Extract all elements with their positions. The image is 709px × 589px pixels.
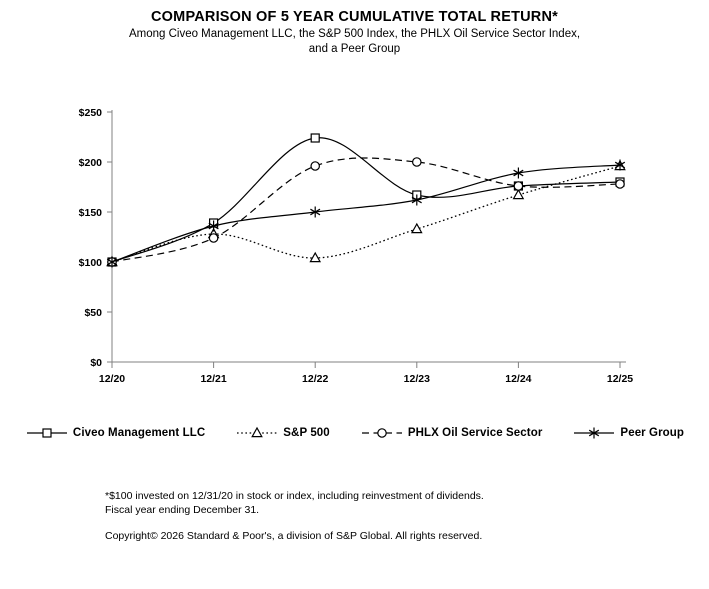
page-title: COMPARISON OF 5 YEAR CUMULATIVE TOTAL RE…: [151, 9, 558, 25]
legend-item-label: S&P 500: [283, 427, 330, 439]
legend-item-label: Civeo Management LLC: [72, 427, 206, 439]
triangle-marker: [410, 222, 423, 234]
chart-subtitle-line-2: and a Peer Group: [308, 43, 401, 55]
chart-legend: Civeo Management LLC S&P 500 PHLX Oil Serv…: [0, 425, 709, 441]
triangle-marker: [512, 188, 525, 200]
asterisk-marker: [589, 427, 600, 439]
legend-item-label: PHLX Oil Service Sector: [407, 427, 543, 439]
legend-marker-asterisk-marker: [574, 427, 615, 439]
x-axis-tick-label: 12/25: [607, 373, 633, 385]
asterisk-marker: [208, 220, 219, 232]
chart-series: [106, 159, 626, 267]
legend-marker-circle-marker: [361, 428, 402, 438]
chart-series: [107, 157, 625, 267]
footnote-investment: *$100 invested on 12/31/20 in stock or i…: [105, 490, 484, 502]
asterisk-marker: [513, 167, 524, 179]
triangle-marker: [251, 426, 264, 438]
chart-plot-area: $0 $50 $100 $150 $200 $250 12/20 12/21 12/22 12/2…: [79, 107, 634, 385]
asterisk-marker: [310, 206, 321, 218]
asterisk-marker: [411, 194, 422, 206]
y-axis-tick-label: $150: [79, 207, 103, 219]
circle-marker: [615, 179, 625, 189]
footnote-fiscal-year: Fiscal year ending December 31.: [105, 504, 260, 516]
legend-item: Civeo Management LLC: [25, 425, 205, 441]
square-marker: [310, 133, 320, 143]
chart-title-block: COMPARISON OF 5 YEAR CUMULATIVE TOTAL RE…: [0, 8, 709, 57]
circle-marker: [310, 161, 320, 171]
legend-marker-triangle-marker: [237, 426, 278, 438]
circle-marker: [513, 181, 524, 191]
y-axis-tick-label: $50: [84, 307, 102, 319]
legend-item: PHLX Oil Service Sector: [360, 425, 543, 441]
legend-marker-square-marker: [26, 428, 67, 438]
x-axis-tick-label: 12/24: [505, 373, 531, 385]
square-marker: [42, 428, 52, 438]
asterisk-marker: [614, 159, 626, 171]
series-line: [111, 165, 621, 263]
chart-series: [107, 133, 625, 267]
asterisk-marker: [106, 256, 118, 268]
legend-item: Peer Group: [572, 425, 684, 441]
y-axis-tick-label: $100: [79, 257, 103, 269]
y-axis-tick-label: $250: [79, 107, 103, 119]
series-line: [111, 164, 621, 263]
chart-series: [106, 159, 626, 268]
circle-marker: [411, 157, 422, 167]
legend-item-label: Peer Group: [620, 427, 685, 439]
x-axis-tick-label: 12/23: [404, 373, 430, 385]
y-axis-tick-label: $0: [90, 357, 102, 369]
circle-marker: [208, 233, 219, 243]
triangle-marker: [309, 251, 322, 263]
circle-marker: [377, 428, 387, 438]
series-line: [111, 157, 621, 263]
x-axis-tick-label: 12/21: [200, 373, 226, 385]
line-chart-svg: $0 $50 $100 $150 $200 $250 12/20 12/21 12/22 12/2…: [79, 107, 634, 385]
y-axis-tick-label: $200: [79, 157, 103, 169]
x-axis-tick-label: 12/20: [99, 373, 125, 385]
series-line: [111, 137, 621, 263]
x-axis-tick-label: 12/22: [302, 373, 328, 385]
chart-footnotes: *$100 invested on 12/31/20 in stock or i…: [105, 489, 665, 543]
footnote-copyright: Copyright© 2026 Standard & Poor's, a div…: [105, 530, 483, 542]
legend-item: S&P 500: [235, 425, 330, 441]
chart-subtitle-line-1: Among Civeo Management LLC, the S&P 500 …: [128, 28, 581, 40]
